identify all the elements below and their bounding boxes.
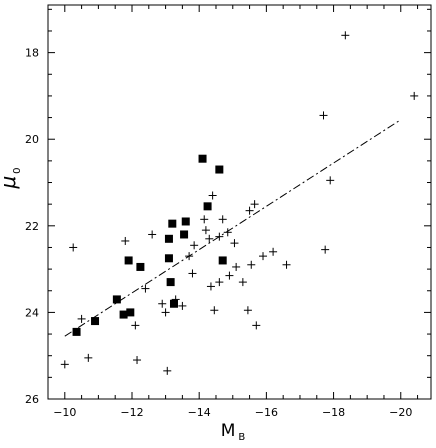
square-point bbox=[203, 202, 212, 211]
plus-point bbox=[410, 91, 419, 100]
plus-point bbox=[84, 353, 93, 362]
plus-point bbox=[69, 243, 78, 252]
plus-point bbox=[341, 31, 350, 40]
square-point bbox=[169, 299, 178, 308]
plus-point bbox=[190, 241, 199, 250]
square-point bbox=[164, 254, 173, 263]
x-tick-label: −16 bbox=[255, 406, 278, 419]
plus-point bbox=[243, 306, 252, 315]
plus-point bbox=[232, 262, 241, 271]
y-axis-title-subscript: 0 bbox=[12, 167, 23, 173]
plus-point bbox=[215, 232, 224, 241]
x-tick-label: −12 bbox=[120, 406, 143, 419]
plus-point bbox=[178, 301, 187, 310]
y-tick-label: 18 bbox=[25, 47, 39, 60]
fit-line bbox=[64, 119, 402, 337]
plus-point bbox=[206, 282, 215, 291]
plus-point bbox=[215, 278, 224, 287]
plus-point bbox=[200, 215, 209, 224]
square-point bbox=[126, 308, 135, 317]
plus-point bbox=[210, 306, 219, 315]
plus-point bbox=[250, 200, 259, 209]
square-point bbox=[91, 317, 100, 326]
square-point bbox=[181, 217, 190, 226]
square-point bbox=[119, 310, 128, 319]
square-point bbox=[218, 256, 227, 265]
plus-point bbox=[188, 269, 197, 278]
plus-point bbox=[326, 176, 335, 185]
x-tick-label: −20 bbox=[389, 406, 412, 419]
square-point bbox=[136, 262, 145, 271]
plus-point bbox=[223, 228, 232, 237]
plus-point bbox=[171, 295, 180, 304]
square-point bbox=[72, 327, 81, 336]
square-point bbox=[198, 154, 207, 163]
plus-point bbox=[141, 284, 150, 293]
plus-point bbox=[230, 239, 239, 248]
fit-line-layer bbox=[64, 119, 402, 337]
plus-point bbox=[252, 321, 261, 330]
y-axis-title: μ0 bbox=[0, 167, 23, 189]
plus-point bbox=[121, 236, 130, 245]
plus-point bbox=[321, 245, 330, 254]
square-point bbox=[124, 256, 133, 265]
square-point bbox=[164, 234, 173, 243]
plus-point bbox=[131, 321, 140, 330]
plot-frame bbox=[47, 4, 432, 400]
x-tick-label: −10 bbox=[53, 406, 76, 419]
y-tick-label: 24 bbox=[25, 306, 39, 319]
x-tick-label: −14 bbox=[188, 406, 211, 419]
plus-point bbox=[158, 299, 167, 308]
square-point bbox=[112, 295, 121, 304]
x-tick-label: −18 bbox=[322, 406, 345, 419]
plus-point bbox=[205, 234, 214, 243]
square-point bbox=[166, 278, 175, 287]
plus-point bbox=[238, 278, 247, 287]
plus-point bbox=[161, 308, 170, 317]
x-axis-title-subscript: B bbox=[238, 432, 245, 443]
plus-point bbox=[185, 252, 194, 261]
y-tick-label: 22 bbox=[25, 220, 39, 233]
square-point bbox=[215, 165, 224, 174]
y-tick-label: 26 bbox=[25, 393, 39, 406]
plus-point bbox=[282, 260, 291, 269]
plus-point bbox=[208, 191, 217, 200]
ticks-layer: −10 −12 −14 −16 −18 −20 18 20 22 24 26 bbox=[25, 5, 431, 419]
plus-point bbox=[259, 252, 268, 261]
y-tick-label: 20 bbox=[25, 133, 39, 146]
plus-point bbox=[163, 366, 172, 375]
plus-point bbox=[245, 206, 254, 215]
plus-point bbox=[225, 271, 234, 280]
plus-point bbox=[133, 356, 142, 365]
plus-point bbox=[218, 215, 227, 224]
plus-point bbox=[247, 260, 256, 269]
plus-point bbox=[319, 111, 328, 120]
square-point bbox=[168, 219, 177, 228]
square-point bbox=[180, 230, 189, 239]
plus-point bbox=[148, 230, 157, 239]
plus-point bbox=[201, 226, 210, 235]
points-layer bbox=[60, 31, 419, 375]
plus-point bbox=[77, 314, 86, 323]
plus-point bbox=[269, 247, 278, 256]
plus-point bbox=[60, 360, 69, 369]
